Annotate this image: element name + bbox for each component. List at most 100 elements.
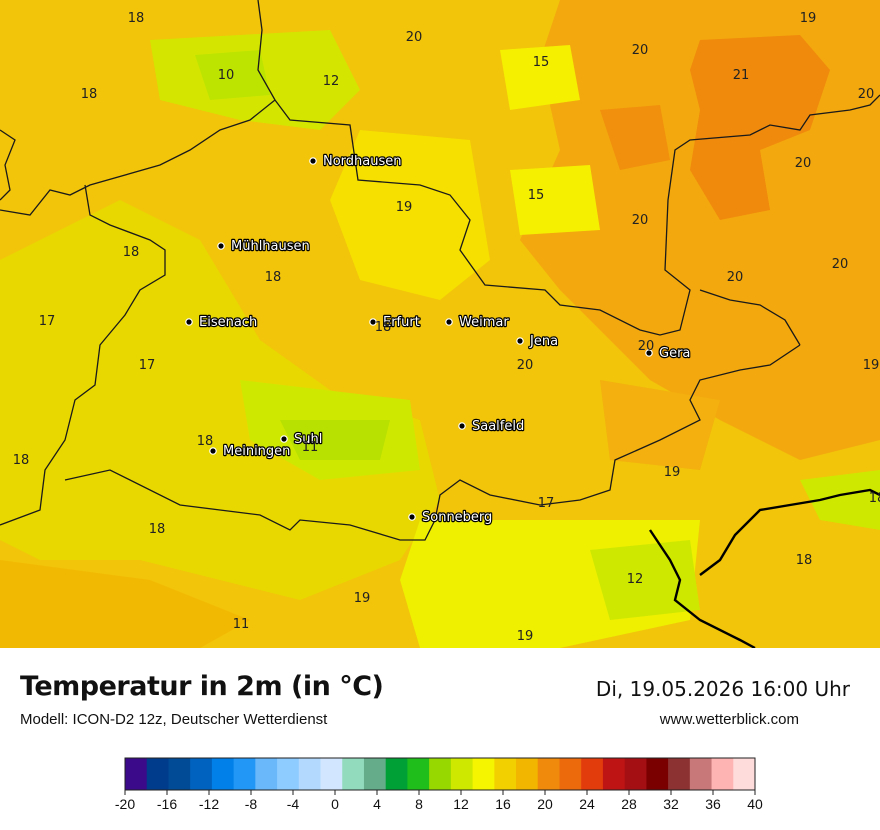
temperature-value: 18	[13, 453, 30, 468]
city-label: Suhl	[294, 432, 322, 447]
city-dot	[209, 447, 217, 455]
model-source: Modell: ICON-D2 12z, Deutscher Wetterdie…	[20, 711, 328, 728]
legend-tick-label: 20	[537, 796, 553, 812]
legend-tick-label: 0	[331, 796, 339, 812]
legend-swatch	[298, 758, 322, 790]
temperature-value: 18	[197, 434, 214, 449]
legend-tick-label: 4	[373, 796, 381, 812]
mild-zone-central	[330, 130, 490, 300]
city-marker: Gera	[645, 345, 692, 362]
temperature-value: 12	[323, 74, 340, 89]
legend-swatch	[429, 758, 452, 790]
temperature-value: 21	[733, 68, 750, 83]
temperature-map: Nordhausen Mühlhausen Eisenach Erfurt Weimar…	[0, 0, 880, 648]
legend-swatch	[516, 758, 539, 790]
cool-zone-se	[590, 540, 700, 620]
legend-swatch	[385, 758, 408, 790]
legend-swatch	[146, 758, 169, 790]
legend-swatch	[450, 758, 474, 790]
city-label: Nordhausen	[323, 154, 402, 169]
city-dot	[217, 242, 225, 250]
website-link[interactable]: www.wetterblick.com	[659, 711, 799, 728]
warm-zone-south	[0, 560, 250, 648]
temperature-value: 20	[832, 257, 849, 272]
cool-patch-east	[510, 165, 600, 235]
legend-tick-label: 40	[747, 796, 763, 812]
city-dot	[445, 318, 453, 326]
legend-swatch	[689, 758, 713, 790]
legend-swatch	[211, 758, 235, 790]
warm-zone-east-mid	[600, 380, 720, 470]
city-label: Gera	[659, 346, 690, 361]
legend-tick-label: 24	[579, 796, 595, 812]
city-label: Eisenach	[199, 315, 257, 330]
temperature-value: 20	[858, 87, 875, 102]
temperature-value: 20	[632, 43, 649, 58]
national-border	[649, 488, 880, 648]
city-marker: Erfurt	[369, 314, 421, 331]
temperature-value: 18	[81, 87, 98, 102]
city-label: Meiningen	[223, 444, 290, 459]
legend-swatch	[581, 758, 604, 790]
temperature-field	[0, 0, 880, 648]
temperature-value: 20	[727, 270, 744, 285]
legend-swatch	[363, 758, 387, 790]
temperature-value: 18	[375, 320, 392, 335]
legend-swatch	[472, 758, 495, 790]
cool-core-suhl	[280, 420, 390, 460]
city-label: Erfurt	[383, 315, 420, 330]
temperature-value: 11	[302, 440, 319, 455]
legend-tick-label: -8	[245, 796, 258, 812]
legend-tick-label: 8	[415, 796, 423, 812]
temperature-value: 20	[638, 339, 655, 354]
city-marker: Meiningen	[209, 443, 292, 460]
legend-swatch	[602, 758, 626, 790]
temperature-value: 20	[795, 156, 812, 171]
city-dot	[458, 422, 466, 430]
city-label: Weimar	[459, 315, 509, 330]
legend-swatch	[277, 758, 300, 790]
temperature-value: 11	[233, 617, 250, 632]
temperature-value: 17	[39, 314, 56, 329]
legend-swatch	[668, 758, 691, 790]
legend-swatches	[125, 758, 756, 790]
city-marker: Mühlhausen	[217, 238, 311, 255]
color-scale-legend: -20 -16 -12 -8 -4 0 4 8 12 16 20 24 28 32 36 40	[115, 757, 763, 812]
legend-swatch	[125, 758, 148, 790]
legend-tick-label: -12	[199, 796, 219, 812]
legend-tick-label: 16	[495, 796, 511, 812]
temperature-value: 19	[354, 591, 371, 606]
temperature-value: 19	[863, 358, 880, 373]
legend-tick-label: 28	[621, 796, 637, 812]
city-marker: Sonneberg	[408, 509, 494, 526]
temperature-value: 18	[869, 491, 880, 506]
legend-swatch	[624, 758, 647, 790]
temperature-value: 18	[123, 245, 140, 260]
city-dot	[185, 318, 193, 326]
hot-patch	[600, 105, 670, 170]
legend-swatch	[342, 758, 365, 790]
city-dot	[516, 337, 524, 345]
legend-tick-label: -16	[157, 796, 177, 812]
legend-swatch	[320, 758, 343, 790]
city-marker: Suhl	[280, 431, 324, 448]
cool-patch-ne	[500, 45, 580, 110]
temperature-value: 19	[800, 11, 817, 26]
legend-swatch	[494, 758, 517, 790]
legend-ticks: -20 -16 -12 -8 -4 0 4 8 12 16 20 24 28 32 36 40	[115, 790, 763, 812]
temperature-value: 15	[528, 188, 545, 203]
temperature-value: 17	[538, 496, 555, 511]
map-canvas: Nordhausen Mühlhausen Eisenach Erfurt Weimar…	[0, 0, 880, 648]
legend-swatch	[646, 758, 669, 790]
temperature-value: 20	[632, 213, 649, 228]
temperature-value: 18	[796, 553, 813, 568]
temperature-value: 19	[396, 200, 413, 215]
city-marker: Weimar	[445, 314, 511, 331]
map-title: Temperatur in 2m (in °C)	[20, 671, 384, 702]
forecast-datetime: Di, 19.05.2026 16:00 Uhr	[595, 677, 850, 701]
legend-tick-label: -20	[115, 796, 135, 812]
city-dot	[645, 349, 653, 357]
legend-frame	[124, 757, 756, 791]
legend-tick-label: 32	[663, 796, 679, 812]
city-label: Saalfeld	[472, 419, 524, 434]
